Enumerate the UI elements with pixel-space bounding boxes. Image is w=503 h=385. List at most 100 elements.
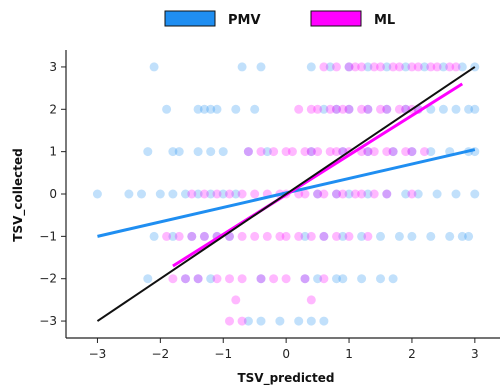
point-ml bbox=[306, 231, 316, 241]
point-pmv bbox=[231, 189, 241, 199]
point-ml bbox=[338, 104, 348, 114]
point-ml bbox=[294, 231, 304, 241]
point-ml bbox=[332, 231, 341, 241]
point-ml bbox=[369, 147, 379, 157]
lines-layer bbox=[96, 66, 476, 322]
point-pmv bbox=[143, 274, 153, 284]
point-pmv bbox=[319, 316, 329, 326]
point-pmv bbox=[206, 104, 216, 114]
point-ml bbox=[369, 189, 379, 199]
point-ml bbox=[363, 147, 373, 157]
point-ml bbox=[319, 62, 329, 72]
axes-layer: −3 −2 −1 0 1 2 3 −3 −2 −1 0 1 2 3 bbox=[39, 50, 500, 361]
point-ml bbox=[407, 147, 417, 157]
point-pmv bbox=[243, 147, 253, 157]
point-pmv bbox=[357, 274, 367, 284]
x-tick-label: 2 bbox=[408, 347, 416, 361]
legend-label-ml: ML bbox=[374, 13, 395, 28]
point-pmv bbox=[149, 231, 159, 241]
point-ml bbox=[231, 295, 241, 305]
point-ml bbox=[332, 189, 341, 199]
point-pmv bbox=[193, 274, 203, 284]
point-pmv bbox=[92, 189, 102, 199]
legend-label-pmv: PMV bbox=[228, 13, 261, 28]
legend-swatch-ml bbox=[310, 10, 362, 27]
point-ml bbox=[394, 104, 404, 114]
point-pmv bbox=[401, 189, 411, 199]
point-pmv bbox=[407, 147, 417, 157]
point-pmv bbox=[325, 62, 335, 72]
x-tick-label: 3 bbox=[471, 347, 479, 361]
point-pmv bbox=[306, 62, 316, 72]
point-ml bbox=[275, 231, 285, 241]
point-pmv bbox=[187, 231, 197, 241]
point-pmv bbox=[344, 62, 354, 72]
point-pmv bbox=[432, 189, 442, 199]
y-tick-label: 2 bbox=[49, 102, 57, 116]
point-pmv bbox=[193, 104, 203, 114]
point-ml bbox=[225, 316, 234, 326]
point-pmv bbox=[338, 274, 348, 284]
point-ml bbox=[181, 274, 190, 284]
y-tick-label: −2 bbox=[39, 272, 57, 286]
point-ml bbox=[332, 62, 341, 72]
legend: PMV ML bbox=[164, 10, 395, 28]
point-pmv bbox=[206, 189, 216, 199]
point-ml bbox=[237, 231, 247, 241]
point-pmv bbox=[124, 189, 134, 199]
point-pmv bbox=[218, 189, 228, 199]
point-pmv bbox=[382, 189, 392, 199]
point-pmv bbox=[193, 189, 203, 199]
point-ml bbox=[420, 147, 429, 157]
x-tick-label: 0 bbox=[282, 347, 290, 361]
point-ml bbox=[168, 274, 178, 284]
point-ml bbox=[401, 147, 411, 157]
point-pmv bbox=[243, 316, 253, 326]
x-tick-label: −3 bbox=[89, 347, 107, 361]
point-pmv bbox=[168, 231, 178, 241]
point-ml bbox=[338, 189, 348, 199]
point-ml bbox=[344, 231, 354, 241]
point-ml bbox=[187, 231, 197, 241]
point-ml bbox=[306, 104, 316, 114]
point-ml bbox=[332, 104, 341, 114]
point-pmv bbox=[357, 231, 367, 241]
point-ml bbox=[193, 274, 203, 284]
point-ml bbox=[407, 62, 417, 72]
point-ml bbox=[225, 274, 234, 284]
point-ml bbox=[250, 189, 260, 199]
x-tick-label: −1 bbox=[214, 347, 232, 361]
point-pmv bbox=[457, 62, 467, 72]
point-ml bbox=[445, 62, 455, 72]
point-ml bbox=[281, 147, 291, 157]
point-pmv bbox=[464, 231, 474, 241]
point-ml bbox=[344, 104, 354, 114]
y-tick-label: 1 bbox=[49, 145, 57, 159]
point-ml bbox=[325, 147, 335, 157]
point-ml bbox=[287, 147, 297, 157]
point-pmv bbox=[376, 274, 385, 284]
point-pmv bbox=[363, 104, 373, 114]
x-tick-label: 1 bbox=[345, 347, 353, 361]
point-pmv bbox=[181, 274, 190, 284]
point-ml bbox=[388, 147, 398, 157]
point-ml bbox=[382, 189, 392, 199]
point-pmv bbox=[231, 104, 241, 114]
point-pmv bbox=[149, 62, 159, 72]
point-ml bbox=[243, 147, 253, 157]
point-ml bbox=[319, 231, 329, 241]
point-ml bbox=[413, 62, 423, 72]
point-pmv bbox=[206, 274, 216, 284]
point-pmv bbox=[306, 147, 316, 157]
point-pmv bbox=[382, 62, 392, 72]
point-pmv bbox=[193, 147, 203, 157]
point-pmv bbox=[426, 147, 436, 157]
point-pmv bbox=[199, 104, 209, 114]
point-pmv bbox=[363, 62, 373, 72]
point-pmv bbox=[332, 189, 341, 199]
point-pmv bbox=[445, 231, 455, 241]
point-pmv bbox=[438, 62, 448, 72]
point-ml bbox=[225, 189, 234, 199]
point-pmv bbox=[181, 189, 190, 199]
